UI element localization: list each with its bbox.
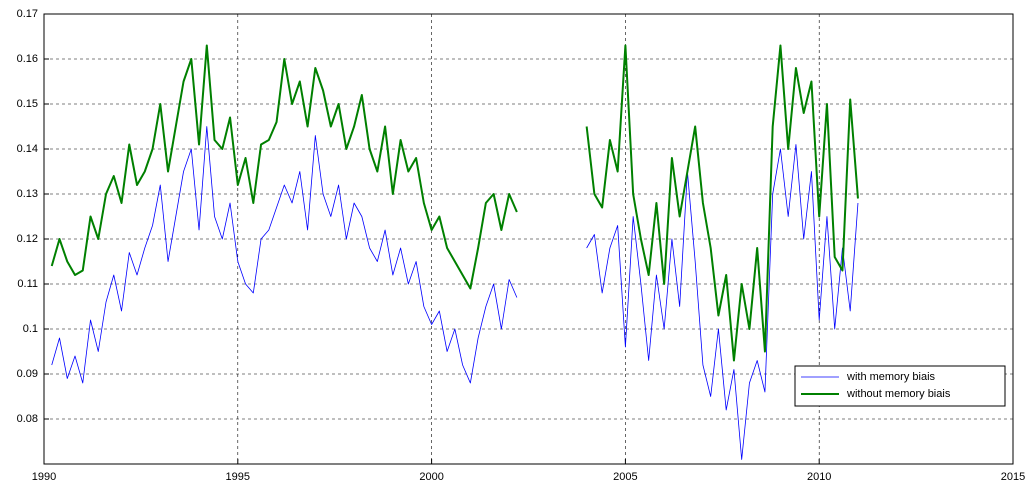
x-tick-label: 1990 <box>32 471 56 483</box>
series-line <box>51 126 859 460</box>
x-tick-label: 2005 <box>613 471 637 483</box>
x-tick-label: 2010 <box>807 471 831 483</box>
plot-frame <box>43 13 1014 465</box>
y-tick-label: 0.13 <box>17 188 38 200</box>
x-tick-label: 2000 <box>419 471 443 483</box>
y-tick-label: 0.12 <box>17 233 38 245</box>
legend: with memory biais without memory biais <box>794 365 1006 407</box>
legend-box <box>794 365 1006 407</box>
y-tick-label: 0.08 <box>17 413 38 425</box>
x-tick-label: 2015 <box>1001 471 1025 483</box>
y-tick-label: 0.15 <box>17 98 38 110</box>
y-tick-label: 0.1 <box>23 323 38 335</box>
y-tick-label: 0.17 <box>17 8 38 20</box>
y-tick-label: 0.09 <box>17 368 38 380</box>
y-tick-label: 0.16 <box>17 53 38 65</box>
x-tick-label: 1995 <box>226 471 250 483</box>
series-line <box>50 44 859 362</box>
legend-label: without memory biais <box>846 388 951 400</box>
y-tick-label: 0.14 <box>17 143 38 155</box>
y-tick-label: 0.11 <box>17 278 38 290</box>
legend-label: with memory biais <box>846 371 936 383</box>
